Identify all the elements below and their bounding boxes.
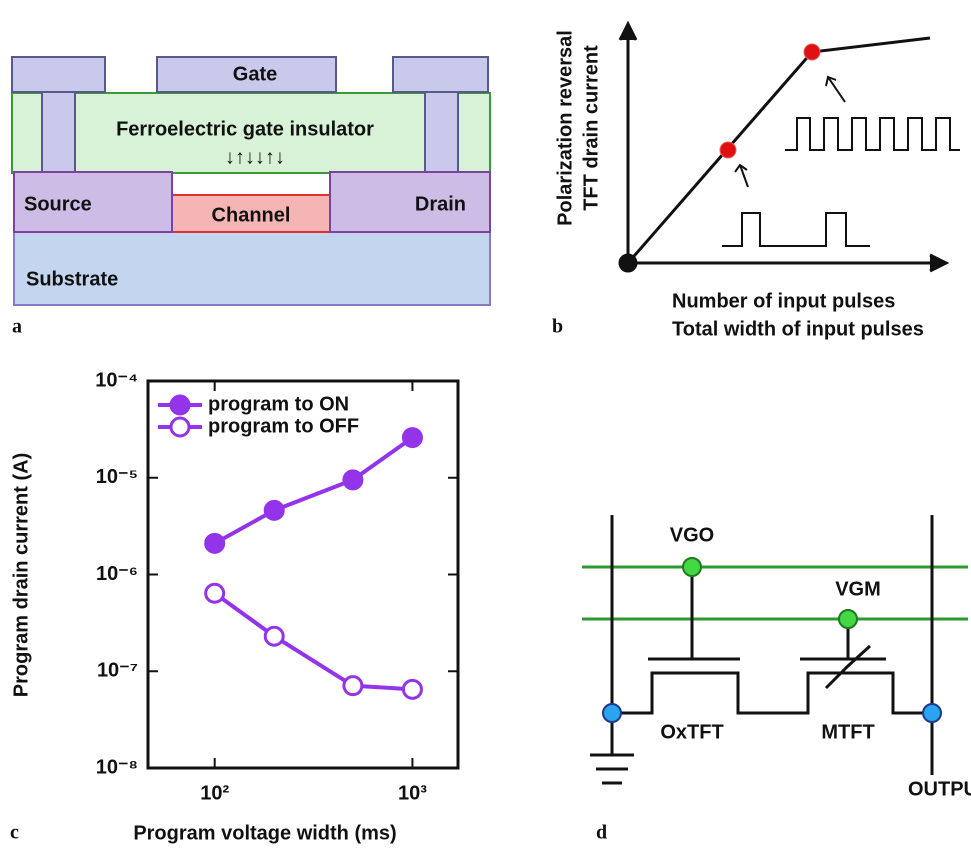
marker (206, 534, 224, 552)
node (839, 610, 857, 628)
channel-label: Channel (212, 204, 291, 226)
pointer (826, 77, 845, 102)
figure: ↓↑↓↓↑↓ Gate Ferroelectric gate insulator… (0, 0, 971, 853)
node (923, 704, 941, 722)
marker (265, 501, 283, 519)
substrate-label: Substrate (26, 268, 118, 290)
panel-label: d (596, 822, 607, 844)
pillar (42, 88, 75, 172)
legend-label: program to OFF (208, 415, 359, 437)
node-label: VGM (835, 578, 881, 600)
pillar (425, 88, 458, 172)
pointer (735, 165, 748, 187)
contact (393, 57, 488, 92)
pulse-train (785, 118, 960, 150)
channel-wire (612, 673, 932, 713)
marker (720, 142, 736, 158)
origin-marker (620, 255, 636, 271)
marker (403, 429, 421, 447)
y-tick-label: 10⁻⁷ (97, 660, 138, 682)
trend-line (628, 38, 930, 263)
y-tick-label: 10⁻⁵ (96, 466, 138, 488)
drain-label: Drain (415, 193, 466, 215)
device-label: MTFT (821, 721, 874, 743)
legend-marker (171, 396, 189, 414)
y-axis-label: Program drain current (A) (10, 453, 32, 697)
panel-c: c Program voltage width (ms) Program dra… (10, 369, 458, 844)
panel-label: c (10, 822, 19, 844)
x-label: Number of input pulses (672, 290, 895, 312)
x-tick-label: 10³ (398, 782, 427, 804)
device-label: OxTFT (660, 721, 723, 743)
x-axis-label: Program voltage width (ms) (133, 822, 396, 844)
pulse-train (722, 213, 870, 246)
output-label: OUTPUT (908, 778, 971, 800)
panel-a: ↓↑↓↓↑↓ Gate Ferroelectric gate insulator… (12, 57, 490, 338)
drain-block (330, 172, 490, 232)
node (603, 704, 621, 722)
y-tick-label: 10⁻⁴ (95, 369, 138, 391)
gate-label: Gate (233, 63, 277, 85)
series-line (215, 593, 413, 689)
marker (403, 680, 421, 698)
arrow-head (620, 24, 636, 40)
panel-label: a (12, 316, 22, 338)
y-tick-label: 10⁻⁸ (96, 756, 138, 778)
marker (265, 627, 283, 645)
legend-label: program to ON (208, 393, 349, 415)
insulator-label: Ferroelectric gate insulator (116, 118, 374, 140)
y-tick-label: 10⁻⁶ (96, 563, 138, 585)
x-label: Total width of input pulses (672, 318, 924, 340)
y-label: TFT drain current (580, 45, 602, 211)
y-label: Polarization reversal (554, 30, 576, 226)
legend-marker (171, 418, 189, 436)
marker (804, 44, 820, 60)
x-tick-label: 10² (200, 782, 229, 804)
marker (344, 677, 362, 695)
contact (12, 57, 105, 92)
node (683, 558, 701, 576)
node-label: VGO (670, 524, 714, 546)
panel-b: Polarization reversal TFT drain current … (552, 24, 960, 340)
marker (344, 471, 362, 489)
panel-label: b (552, 316, 563, 338)
source-label: Source (24, 193, 92, 215)
marker (206, 584, 224, 602)
series-line (215, 438, 413, 544)
arrow-head (930, 255, 946, 271)
polarization-arrows: ↓↑↓↓↑↓ (225, 146, 285, 168)
panel-d: VGO VGM OxTFT MTFT OUTPUT d (582, 515, 971, 844)
